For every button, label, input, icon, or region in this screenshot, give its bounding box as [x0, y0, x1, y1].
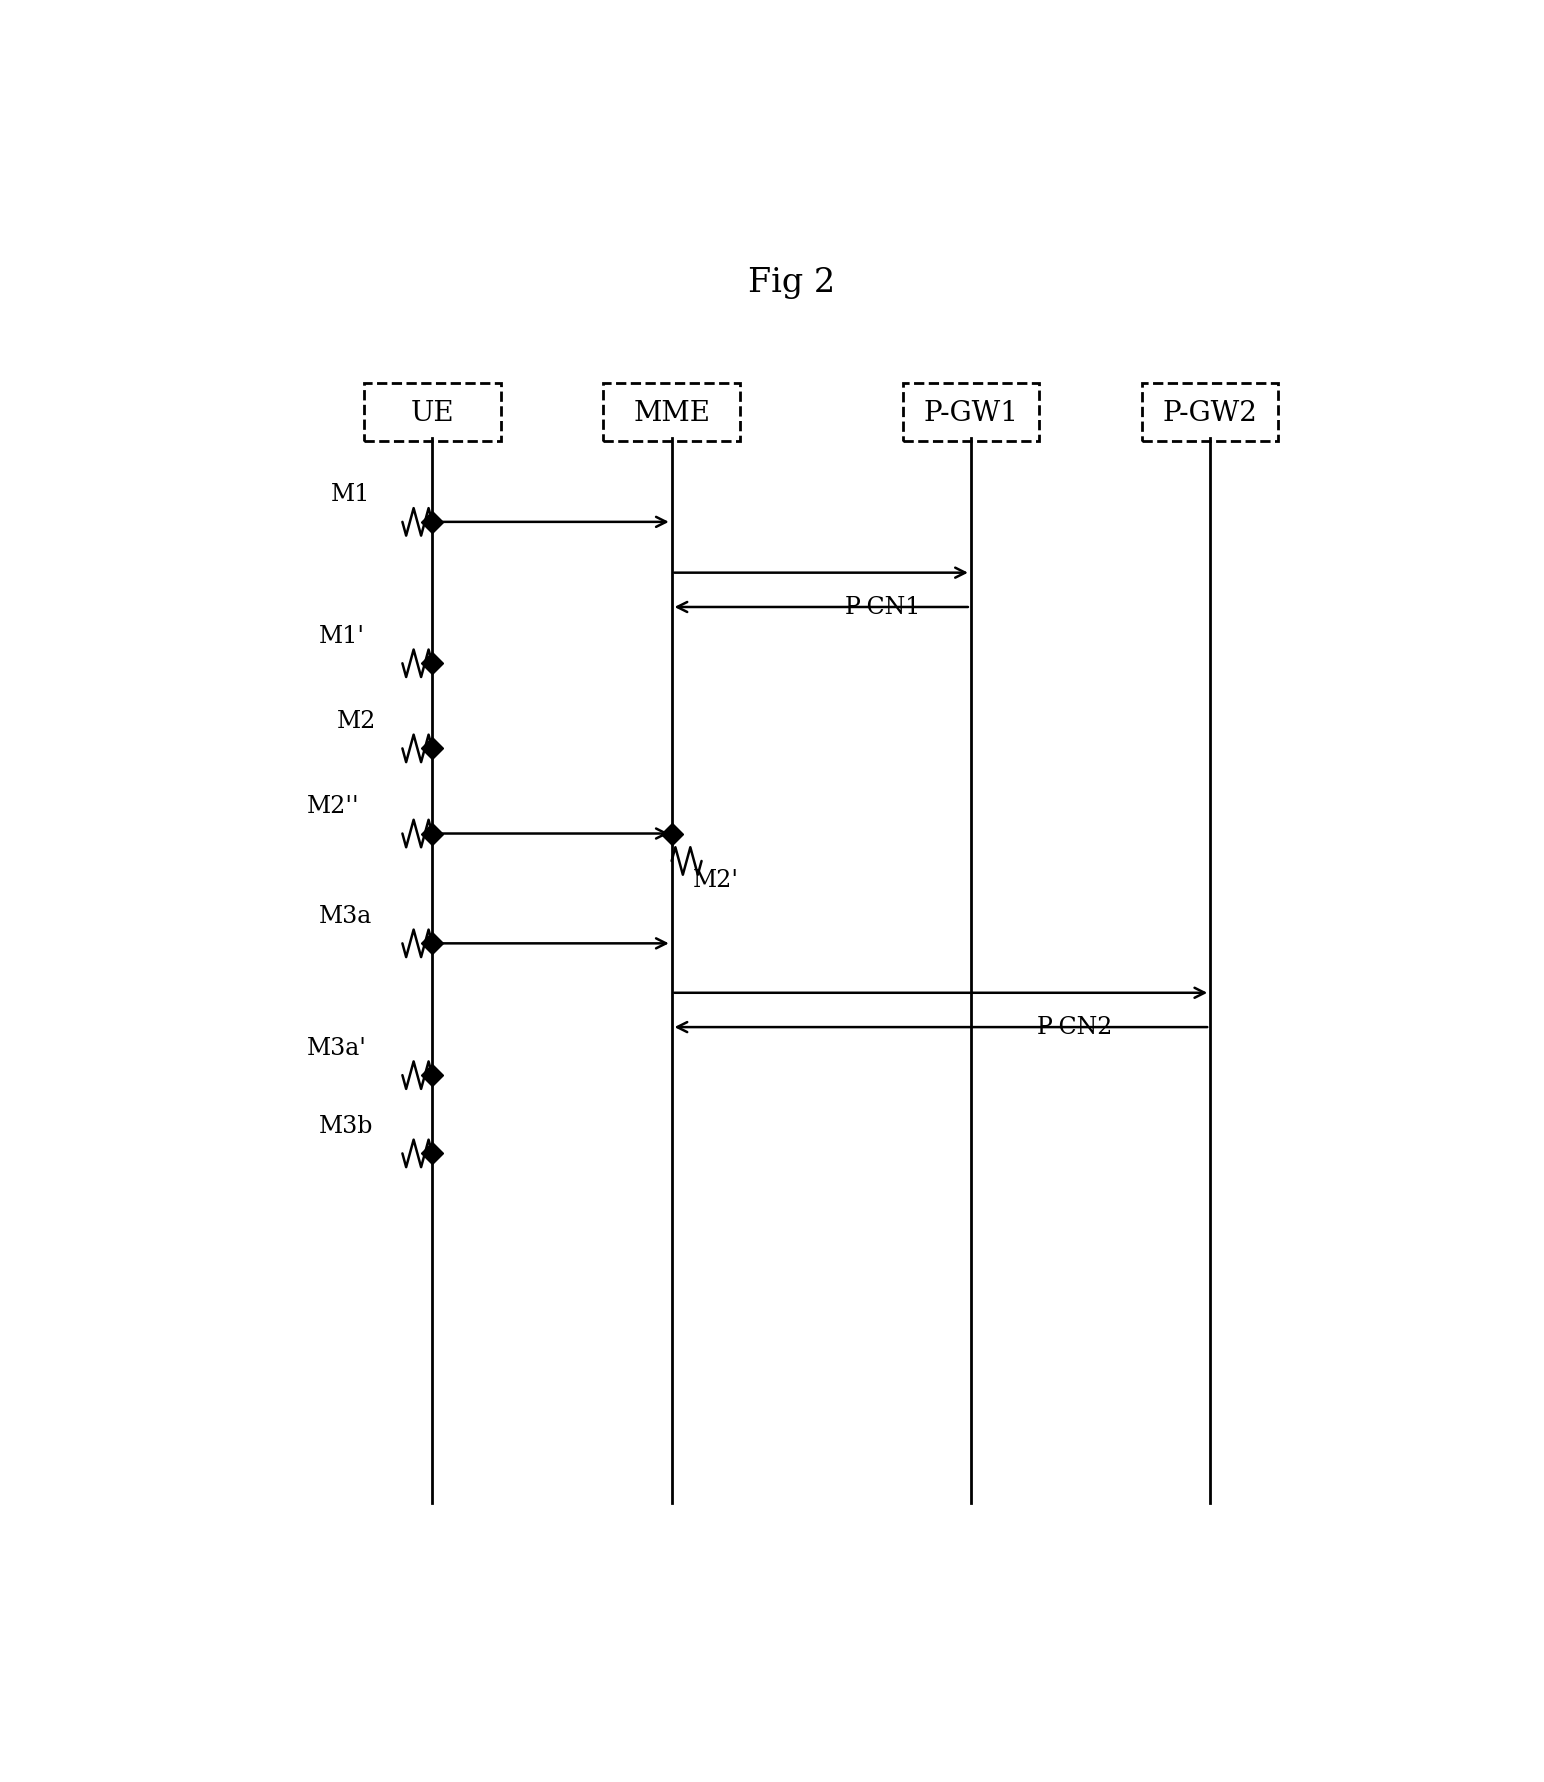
Text: M2': M2': [693, 868, 740, 891]
Text: M2'': M2'': [307, 795, 360, 818]
Text: Fig 2: Fig 2: [747, 267, 835, 298]
Text: P-CN2: P-CN2: [1036, 1016, 1113, 1039]
Text: UE: UE: [411, 399, 454, 426]
Text: M3b: M3b: [318, 1114, 374, 1137]
Text: P-CN1: P-CN1: [845, 595, 922, 618]
FancyBboxPatch shape: [364, 383, 500, 442]
FancyBboxPatch shape: [604, 383, 740, 442]
Text: M2: M2: [337, 709, 377, 732]
Text: P-GW1: P-GW1: [923, 399, 1019, 426]
FancyBboxPatch shape: [1143, 383, 1278, 442]
Text: M1': M1': [318, 624, 364, 647]
Text: M3a: M3a: [318, 905, 372, 927]
FancyBboxPatch shape: [903, 383, 1039, 442]
Text: M1: M1: [330, 483, 371, 506]
Text: P-GW2: P-GW2: [1163, 399, 1257, 426]
Text: M3a': M3a': [307, 1035, 366, 1059]
Text: MME: MME: [633, 399, 710, 426]
